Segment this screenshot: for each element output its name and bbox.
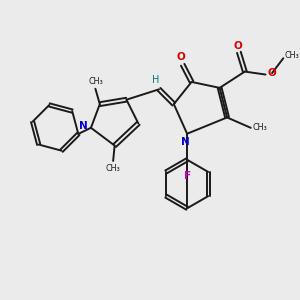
Text: CH₃: CH₃ [252, 123, 267, 132]
Text: CH₃: CH₃ [284, 51, 299, 60]
Text: O: O [233, 40, 242, 50]
Text: N: N [79, 121, 88, 131]
Text: N: N [181, 137, 190, 147]
Text: CH₃: CH₃ [88, 76, 103, 85]
Text: F: F [184, 171, 191, 181]
Text: O: O [268, 68, 276, 78]
Text: H: H [152, 76, 159, 85]
Text: CH₃: CH₃ [106, 164, 121, 173]
Text: O: O [177, 52, 186, 62]
